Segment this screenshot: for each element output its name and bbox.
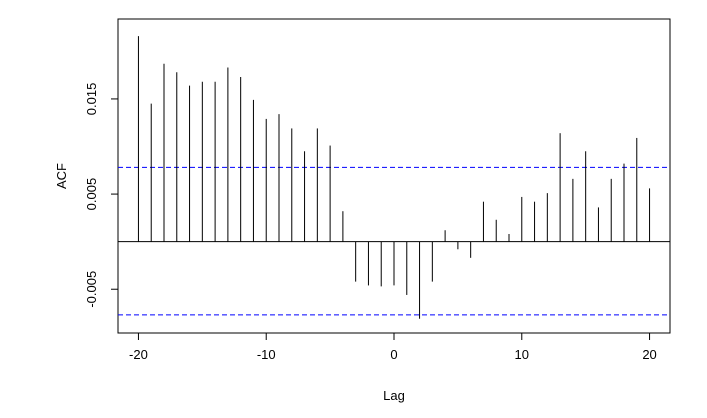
plot-frame [117, 18, 671, 334]
x-tick-label: -20 [129, 347, 148, 362]
y-tick-label: 0.005 [84, 178, 99, 211]
x-tick-label: 10 [515, 347, 529, 362]
y-axis-label: ACF [54, 163, 69, 189]
x-tick-label: -10 [257, 347, 276, 362]
x-tick-label: 20 [642, 347, 656, 362]
y-tick-label: -0.005 [84, 271, 99, 308]
y-tick-label: 0.015 [84, 83, 99, 116]
x-axis-label: Lag [383, 388, 405, 403]
x-tick-label: 0 [390, 347, 397, 362]
